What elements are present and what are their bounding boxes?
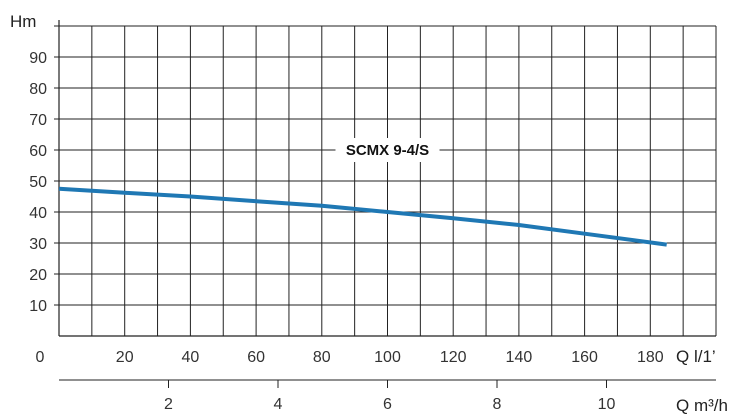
tick-labels: 10 20 30 40 50 60 70 80 90 0 20 40 60 80 100 120 140 160 1… [29,50,664,413]
y-tick-label: 80 [29,81,47,98]
y-tick-label: 20 [29,267,47,284]
x-tick-label: 40 [182,349,200,366]
x-tick-label: 120 [440,349,467,366]
x2-tick-label: 10 [598,396,616,413]
y-tick-label: 40 [29,205,47,222]
y-tick-label: 70 [29,112,47,129]
x2-axis-label: Q m³/h [676,396,728,414]
x2-tick-label: 4 [274,396,283,413]
x-tick-label: 160 [571,349,598,366]
series-group: SCMX 9-4/S [58,138,667,247]
series-line [58,186,667,247]
x-tick-label: 100 [374,349,401,366]
x-tick-label: 60 [247,349,265,366]
series-label-background [335,138,440,162]
x2-tick-label: 6 [383,396,392,413]
y-tick-label: 10 [29,298,47,315]
x-tick-label: 180 [637,349,664,366]
y-axis-label: Hm [10,12,36,31]
x-tick-label: 20 [116,349,134,366]
y-tick-label: 30 [29,236,47,253]
x-tick-label: 140 [506,349,533,366]
chart-grid [58,25,717,336]
y-tick-label: 60 [29,143,47,160]
series-label: SCMX 9-4/S [346,142,429,159]
x-axis-label: Q l/1’ [676,347,716,366]
x-tick-label: 80 [313,349,331,366]
x-tick-label: 0 [36,349,45,366]
x2-tick-label: 8 [493,396,502,413]
y-tick-label: 90 [29,50,47,67]
chart-axes [54,20,716,388]
x2-tick-label: 2 [164,396,173,413]
y-tick-label: 50 [29,174,47,191]
